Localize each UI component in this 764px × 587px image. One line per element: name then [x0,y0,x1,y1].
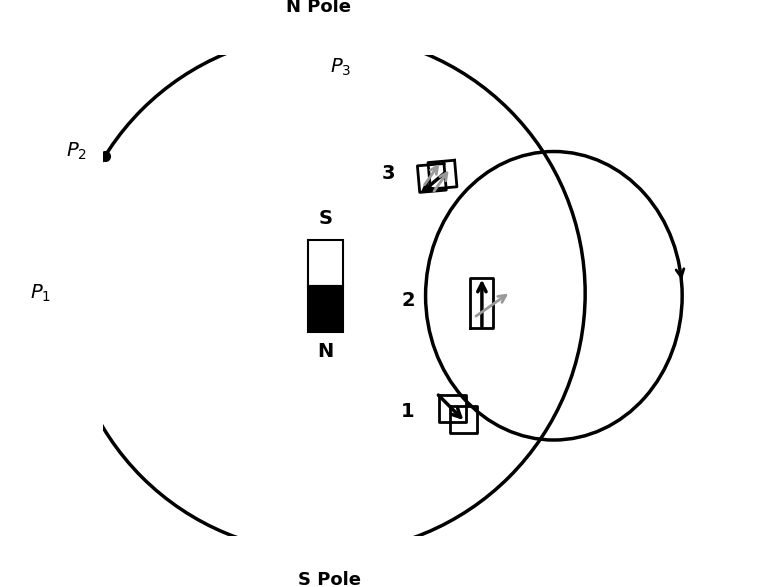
Text: 2: 2 [401,291,415,310]
Text: $P_2$: $P_2$ [66,141,87,162]
Text: S Pole: S Pole [298,571,361,587]
Text: 3: 3 [381,164,395,183]
Bar [308,241,343,286]
Text: $P_1$: $P_1$ [30,283,51,304]
Text: S: S [319,209,332,228]
Text: 1: 1 [401,402,415,421]
Text: N Pole: N Pole [286,0,351,16]
Text: $P_3$: $P_3$ [329,56,351,78]
Bar [308,286,343,332]
Text: N: N [317,342,334,360]
